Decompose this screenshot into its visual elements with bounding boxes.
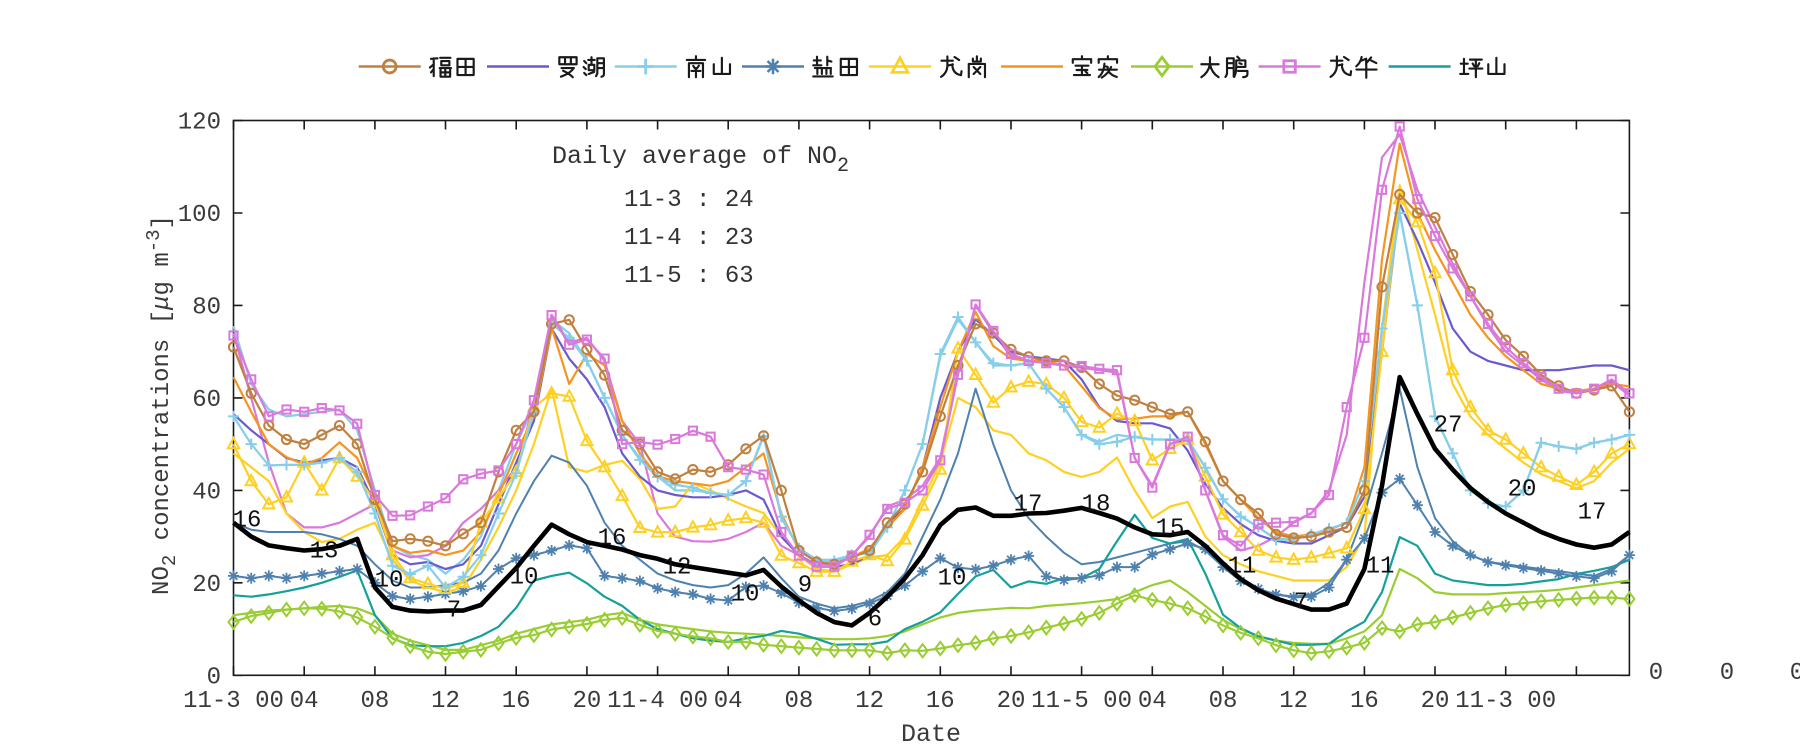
svg-text:04: 04 [1138,688,1167,715]
svg-text:10: 10 [938,566,967,593]
svg-text:16: 16 [1350,688,1379,715]
svg-text:08: 08 [1209,688,1238,715]
svg-text:17: 17 [1014,492,1043,519]
svg-text:11-4 : 23: 11-4 : 23 [624,225,754,252]
svg-text:11-3 : 24: 11-3 : 24 [624,187,754,214]
svg-text:11-4 00: 11-4 00 [607,688,708,715]
svg-text:20: 20 [192,572,221,599]
svg-text:6: 6 [868,607,882,634]
svg-text:60: 60 [192,387,221,414]
svg-text:11-3 00: 11-3 00 [183,688,284,715]
svg-text:27: 27 [1434,413,1463,440]
svg-text:20: 20 [1421,688,1450,715]
svg-text:40: 40 [192,479,221,506]
svg-text:120: 120 [178,110,221,137]
svg-text:7: 7 [447,598,461,625]
svg-text:11-3 00: 11-3 00 [1455,688,1556,715]
svg-text:20: 20 [572,688,601,715]
svg-text:Date: Date [901,720,961,749]
svg-text:9: 9 [798,573,812,600]
svg-text:08: 08 [784,688,813,715]
svg-text:7: 7 [1294,590,1308,617]
svg-text:10: 10 [375,568,404,595]
svg-text:11: 11 [1366,554,1395,581]
svg-text:04: 04 [714,688,743,715]
svg-text:20: 20 [997,688,1026,715]
svg-text:11: 11 [1228,554,1257,581]
svg-text:10: 10 [510,565,539,592]
svg-text:04: 04 [290,688,319,715]
svg-text:100: 100 [178,202,221,229]
svg-text:12: 12 [431,688,460,715]
svg-text:18: 18 [1082,492,1111,519]
svg-text:0: 0 [207,664,221,691]
svg-text:16: 16 [502,688,531,715]
svg-text:NO2 concentrations [μg m-3]: NO2 concentrations [μg m-3] [143,215,181,595]
svg-text:20: 20 [1508,477,1537,504]
svg-text:15: 15 [1156,516,1185,543]
svg-text:10: 10 [731,582,760,609]
svg-text:0: 0 [1720,660,1734,687]
svg-text:17: 17 [1578,500,1607,527]
svg-text:12: 12 [663,555,692,582]
svg-text:16: 16 [233,508,262,535]
svg-text:0: 0 [1790,660,1800,687]
svg-text:16: 16 [926,688,955,715]
svg-text:0: 0 [1649,660,1663,687]
svg-text:80: 80 [192,294,221,321]
svg-text:11-5 00: 11-5 00 [1031,688,1132,715]
svg-text:16: 16 [598,526,627,553]
svg-text:12: 12 [1279,688,1308,715]
svg-text:08: 08 [360,688,389,715]
svg-text:12: 12 [855,688,884,715]
svg-text:13: 13 [310,539,339,566]
svg-text:11-5 : 63: 11-5 : 63 [624,263,754,290]
